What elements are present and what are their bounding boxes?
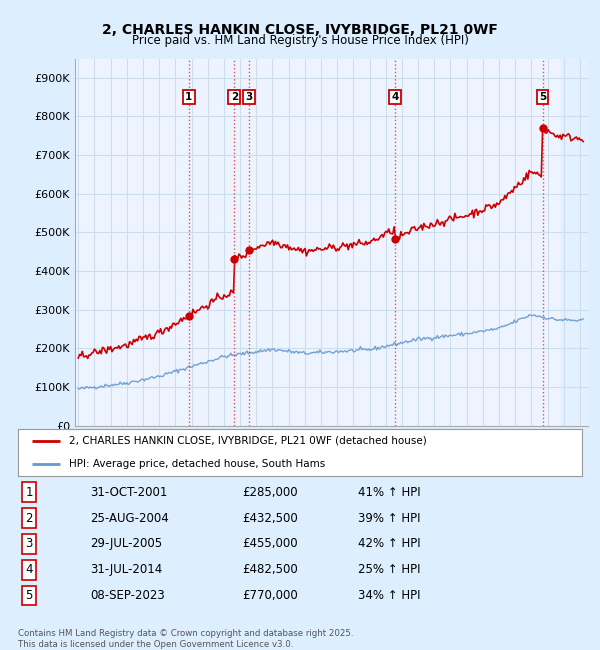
Text: 2: 2	[231, 92, 238, 102]
Text: 2: 2	[26, 512, 33, 525]
Text: 5: 5	[539, 92, 546, 102]
Text: 3: 3	[245, 92, 253, 102]
Text: 39% ↑ HPI: 39% ↑ HPI	[358, 512, 420, 525]
Text: 42% ↑ HPI: 42% ↑ HPI	[358, 538, 420, 551]
Bar	[561, 58, 588, 426]
Text: 1: 1	[185, 92, 193, 102]
Text: 4: 4	[26, 564, 33, 577]
Text: £482,500: £482,500	[242, 564, 298, 577]
Text: 2, CHARLES HANKIN CLOSE, IVYBRIDGE, PL21 0WF: 2, CHARLES HANKIN CLOSE, IVYBRIDGE, PL21…	[102, 23, 498, 37]
Text: 5: 5	[26, 589, 33, 602]
Text: £432,500: £432,500	[242, 512, 298, 525]
Text: Price paid vs. HM Land Registry's House Price Index (HPI): Price paid vs. HM Land Registry's House …	[131, 34, 469, 47]
Text: 31-OCT-2001: 31-OCT-2001	[90, 486, 167, 499]
Text: 25% ↑ HPI: 25% ↑ HPI	[358, 564, 420, 577]
Text: £455,000: £455,000	[242, 538, 298, 551]
Text: 4: 4	[391, 92, 399, 102]
Text: 34% ↑ HPI: 34% ↑ HPI	[358, 589, 420, 602]
Text: 2, CHARLES HANKIN CLOSE, IVYBRIDGE, PL21 0WF (detached house): 2, CHARLES HANKIN CLOSE, IVYBRIDGE, PL21…	[69, 436, 427, 446]
Text: This data is licensed under the Open Government Licence v3.0.: This data is licensed under the Open Gov…	[18, 640, 293, 649]
Text: 29-JUL-2005: 29-JUL-2005	[90, 538, 162, 551]
Text: 08-SEP-2023: 08-SEP-2023	[90, 589, 164, 602]
Text: Contains HM Land Registry data © Crown copyright and database right 2025.: Contains HM Land Registry data © Crown c…	[18, 629, 353, 638]
Bar	[561, 58, 588, 426]
Text: HPI: Average price, detached house, South Hams: HPI: Average price, detached house, Sout…	[69, 459, 325, 469]
Text: 25-AUG-2004: 25-AUG-2004	[90, 512, 169, 525]
Text: 1: 1	[26, 486, 33, 499]
Text: £770,000: £770,000	[242, 589, 298, 602]
Text: 3: 3	[26, 538, 33, 551]
Text: £285,000: £285,000	[242, 486, 298, 499]
Text: 41% ↑ HPI: 41% ↑ HPI	[358, 486, 420, 499]
Text: 31-JUL-2014: 31-JUL-2014	[90, 564, 162, 577]
